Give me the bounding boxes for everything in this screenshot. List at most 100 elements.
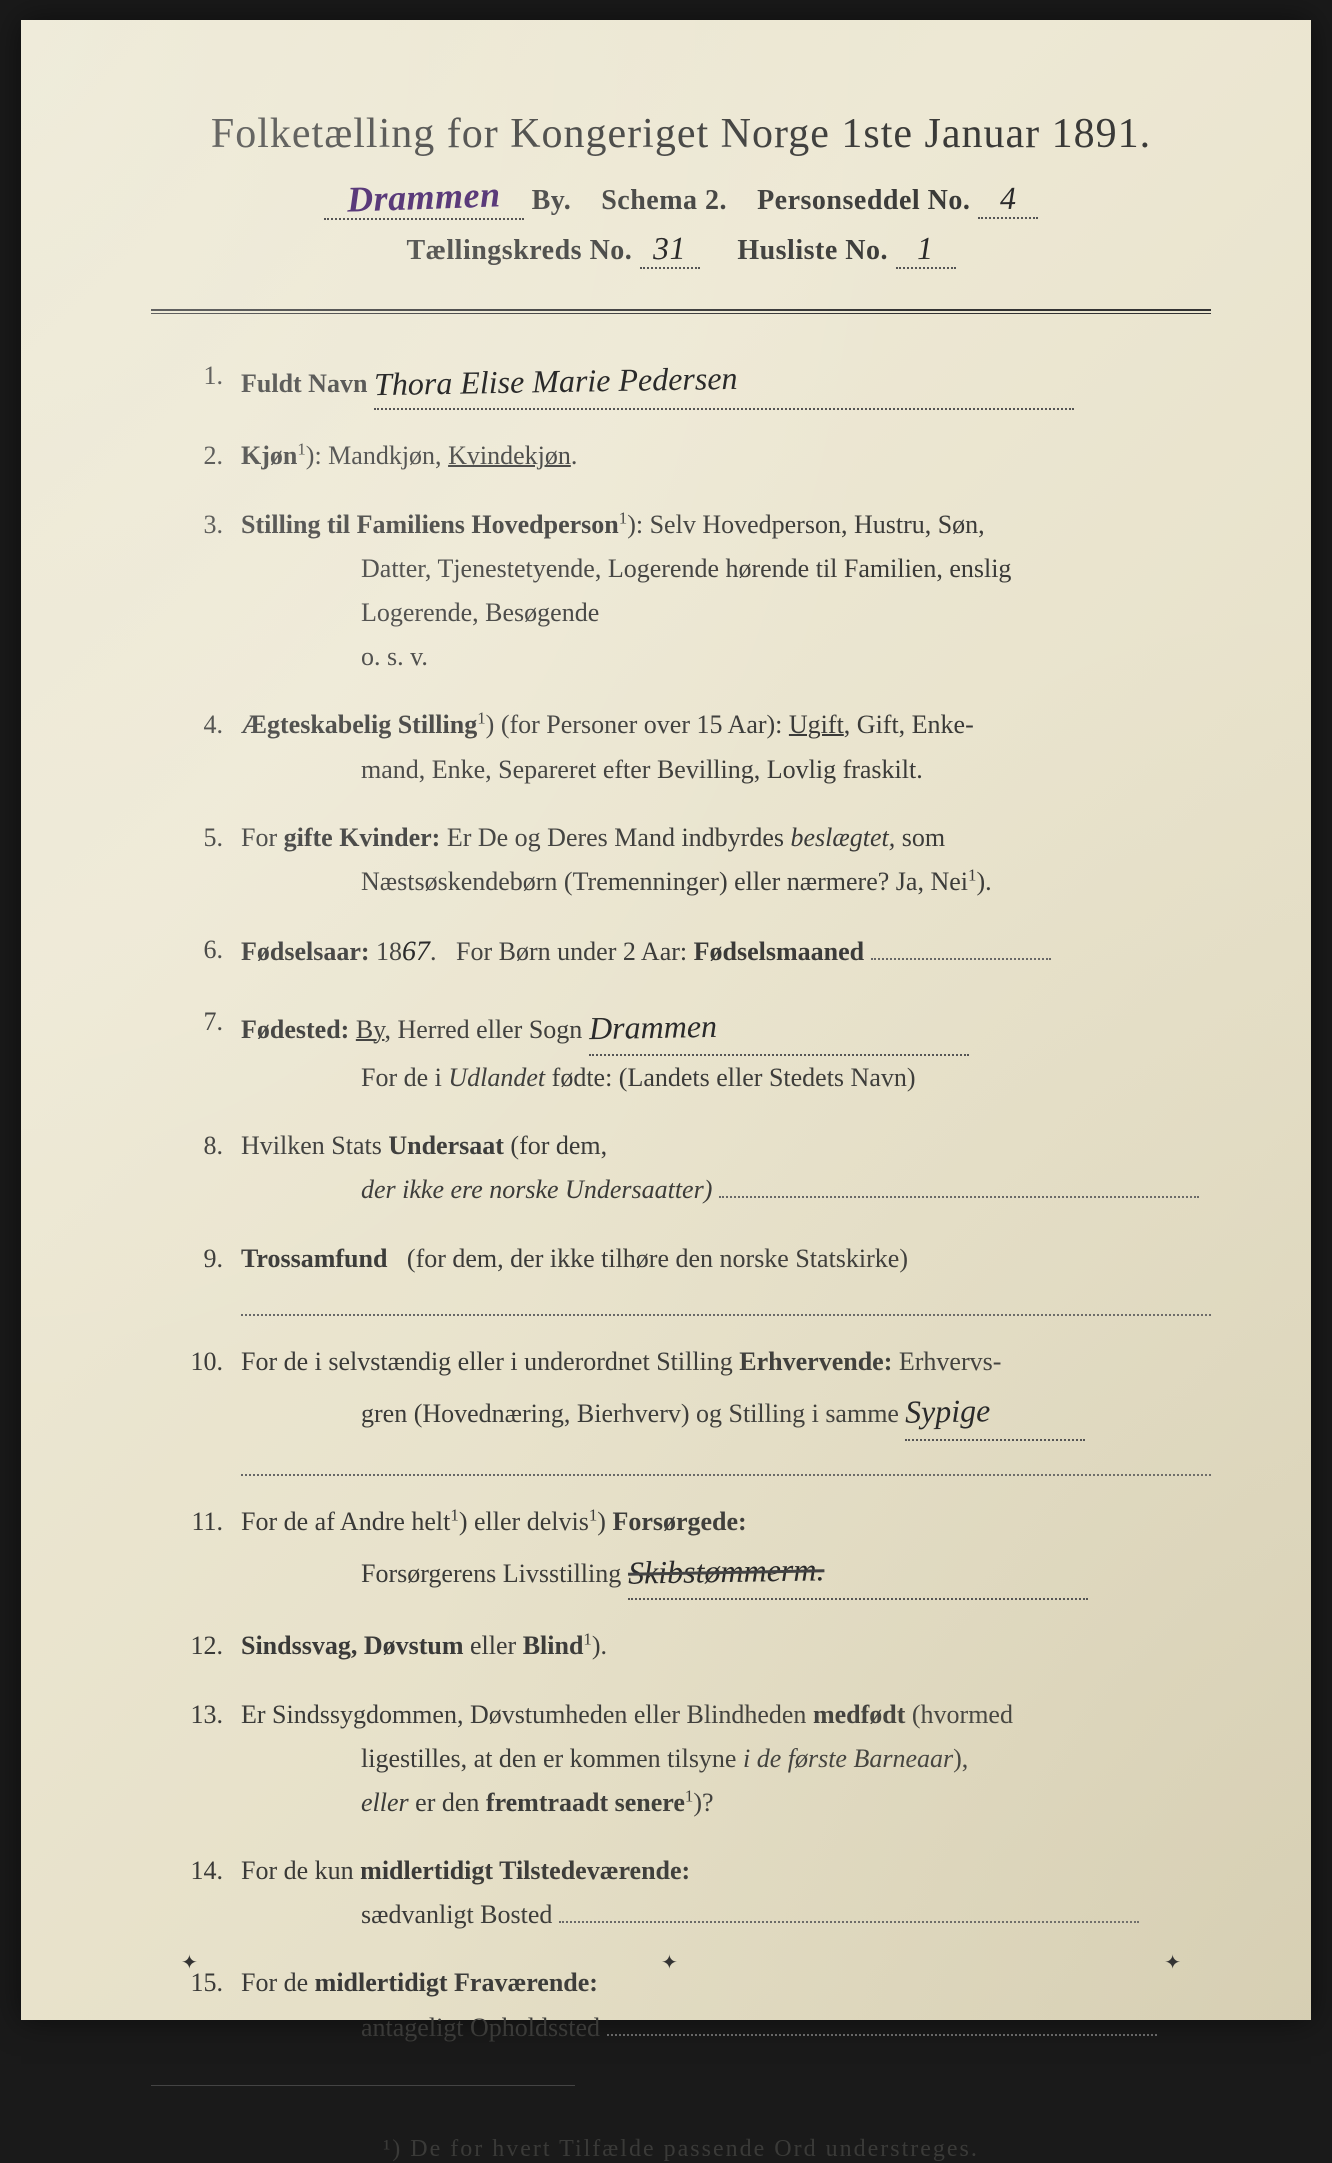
item-number: 12.: [181, 1624, 241, 1668]
q12-text: eller: [470, 1631, 516, 1660]
husliste-label: Husliste No.: [737, 235, 888, 266]
q7-line2a: For de i: [361, 1063, 442, 1092]
item-1: 1. Fuldt Navn Thora Elise Marie Pedersen: [181, 354, 1211, 410]
q6-value: 67: [402, 928, 431, 976]
header-row-1: Drammen By. Schema 2. Personseddel No. 4: [151, 176, 1211, 220]
divider: [151, 309, 1211, 314]
q13-label: medfødt: [813, 1700, 905, 1729]
item-14: 14. For de kun midlertidigt Tilstedevære…: [181, 1849, 1211, 1937]
q3-line3: Logerende, Besøgende: [241, 591, 1211, 635]
city-field: Drammen: [324, 176, 524, 220]
census-form-page: Folketælling for Kongeriget Norge 1ste J…: [21, 20, 1311, 2020]
q10-line2: gren (Hovednæring, Bierhverv) og Stillin…: [361, 1399, 899, 1428]
item-body: Fødested: By, Herred eller Sogn Drammen …: [241, 1000, 1211, 1101]
page-title: Folketælling for Kongeriget Norge 1ste J…: [151, 110, 1211, 158]
q15-text: For de: [241, 1968, 308, 1997]
city-handwritten: Drammen: [347, 173, 502, 220]
item-number: 1.: [181, 354, 241, 410]
item-body: For de af Andre helt1) eller delvis1) Fo…: [241, 1500, 1211, 1601]
item-4: 4. Ægteskabelig Stilling1) (for Personer…: [181, 703, 1211, 791]
q3-line4: o. s. v.: [241, 635, 1211, 679]
q10-label: Erhvervende:: [739, 1347, 892, 1376]
q10-field2: [241, 1445, 1211, 1476]
q14-line2: sædvanligt Bosted: [361, 1900, 552, 1929]
footnote: ¹) De for hvert Tilfælde passende Ord un…: [151, 2136, 1211, 2163]
q6-text: For Børn under 2 Aar:: [456, 937, 687, 966]
q5-line2: Næstsøskendebørn (Tremenninger) eller næ…: [361, 867, 968, 896]
husliste-no: 1: [917, 230, 934, 267]
item-number: 10.: [181, 1340, 241, 1476]
q12-label: Sindssvag, Døvstum: [241, 1631, 464, 1660]
q11-text1: For de af Andre helt: [241, 1507, 450, 1536]
q15-field: [607, 2034, 1157, 2036]
q10-field: Sypige: [905, 1384, 1085, 1440]
q7-line2b: Udlandet: [448, 1063, 545, 1092]
personseddel-label: Personseddel No.: [757, 185, 970, 216]
q8-line2: der ikke ere norske Undersaatter): [361, 1175, 712, 1204]
q14-field: [559, 1921, 1139, 1923]
schema-label: Schema 2.: [601, 185, 727, 216]
q3-line2: Datter, Tjenestetyende, Logerende hørend…: [241, 547, 1211, 591]
taellingskreds-label: Tællingskreds No.: [406, 235, 632, 266]
q10-value: Sypige: [905, 1383, 991, 1439]
q8-text1: Hvilken Stats: [241, 1131, 382, 1160]
q5-ital: beslægtet,: [791, 823, 896, 852]
footnote-divider: [151, 2085, 575, 2086]
q8-label: Undersaat: [388, 1131, 504, 1160]
question-list: 1. Fuldt Navn Thora Elise Marie Pedersen…: [151, 354, 1211, 2050]
q10-text1: For de i selvstændig eller i underordnet…: [241, 1347, 733, 1376]
q12-label2: Blind: [523, 1631, 584, 1660]
item-number: 4.: [181, 703, 241, 791]
q11-field: Skibstømmerm.: [628, 1544, 1088, 1600]
header-row-2: Tællingskreds No. 31 Husliste No. 1: [151, 230, 1211, 269]
item-body: For de kun midlertidigt Tilstedeværende:…: [241, 1849, 1211, 1937]
q2-selected: Kvindekjøn: [448, 441, 571, 470]
item-body: Fuldt Navn Thora Elise Marie Pedersen: [241, 354, 1211, 410]
mark-icon: ✦: [181, 1950, 198, 1975]
item-number: 14.: [181, 1849, 241, 1937]
q13-line2a: ligestilles, at den er kommen tilsyne: [361, 1744, 736, 1773]
q13-line3a: eller: [361, 1788, 409, 1817]
by-label: By.: [532, 185, 572, 216]
item-number: 8.: [181, 1124, 241, 1212]
q3-label: Stilling til Familiens Hovedperson: [241, 510, 619, 539]
q2-label: Kjøn: [241, 441, 297, 470]
item-15: 15. For de midlertidigt Fraværende: anta…: [181, 1961, 1211, 2049]
q6-field2: [871, 958, 1051, 960]
mark-icon: ✦: [661, 1950, 678, 1975]
item-9: 9. Trossamfund (for dem, der ikke tilhør…: [181, 1237, 1211, 1316]
item-10: 10. For de i selvstændig eller i underor…: [181, 1340, 1211, 1476]
q5-pre: For: [241, 823, 277, 852]
q5-text2: som: [902, 823, 945, 852]
personseddel-no: 4: [999, 180, 1016, 217]
item-number: 6.: [181, 928, 241, 976]
q10-text2: Erhvervs-: [899, 1347, 1002, 1376]
q13-text1: Er Sindssygdommen, Døvstumheden eller Bl…: [241, 1700, 806, 1729]
q13-line3b: er den: [415, 1788, 479, 1817]
taellingskreds-field: 31: [640, 230, 700, 269]
item-number: 9.: [181, 1237, 241, 1316]
mark-icon: ✦: [1164, 1950, 1181, 1975]
q14-text: For de kun: [241, 1856, 354, 1885]
item-3: 3. Stilling til Familiens Hovedperson1):…: [181, 503, 1211, 680]
q11-text2: eller delvis: [474, 1507, 589, 1536]
item-8: 8. Hvilken Stats Undersaat (for dem, der…: [181, 1124, 1211, 1212]
item-13: 13. Er Sindssygdommen, Døvstumheden elle…: [181, 1693, 1211, 1826]
q6-label2: Fødselsmaaned: [694, 937, 864, 966]
q1-value: Thora Elise Marie Pedersen: [373, 351, 737, 412]
item-7: 7. Fødested: By, Herred eller Sogn Dramm…: [181, 1000, 1211, 1101]
q9-text: (for dem, der ikke tilhøre den norske St…: [407, 1244, 908, 1273]
q5-label: gifte Kvinder:: [284, 823, 441, 852]
q1-field: Thora Elise Marie Pedersen: [374, 354, 1074, 410]
q3-line1: Selv Hovedperson, Hustru, Søn,: [650, 510, 985, 539]
item-number: 3.: [181, 503, 241, 680]
q11-value: Skibstømmerm.: [627, 1542, 824, 1600]
q9-label: Trossamfund: [241, 1244, 387, 1273]
q6-prefix: 18: [376, 937, 402, 966]
q4-line2: mand, Enke, Separeret efter Bevilling, L…: [241, 748, 1211, 792]
q4-label: Ægteskabelig Stilling: [241, 710, 477, 739]
item-2: 2. Kjøn1): Mandkjøn, Kvindekjøn.: [181, 434, 1211, 478]
q11-label: Forsørgede:: [612, 1507, 746, 1536]
item-body: Sindssvag, Døvstum eller Blind1).: [241, 1624, 1211, 1668]
q8-field: [719, 1196, 1199, 1198]
